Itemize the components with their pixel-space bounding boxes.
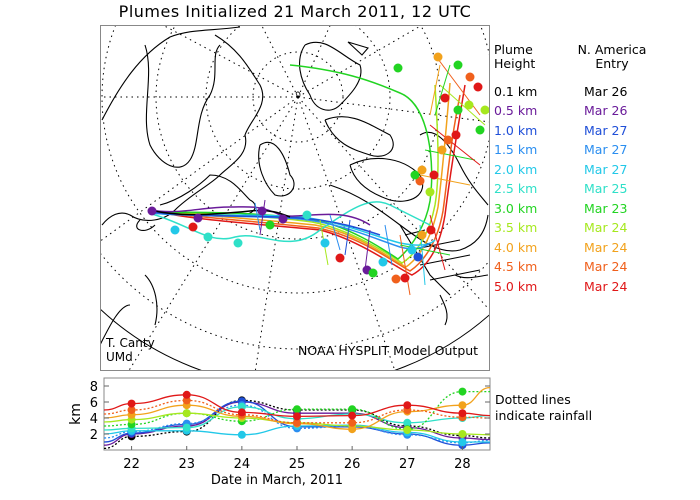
series-marker <box>458 401 467 410</box>
y-tick-label: 8 <box>90 380 98 395</box>
legend-row: 2.0 km Mar 27 <box>494 160 664 180</box>
x-tick-label: 25 <box>289 457 306 472</box>
series-marker <box>127 406 136 414</box>
series-marker <box>182 423 191 432</box>
legend-entry-date: Mar 24 <box>584 278 628 294</box>
polar-map <box>100 25 490 371</box>
series-marker <box>182 409 191 418</box>
legend-height: 4.5 km <box>494 259 538 275</box>
legend-height: 0.5 km <box>494 103 538 119</box>
series-marker <box>293 405 301 414</box>
legend-row: 0.1 km Mar 26 <box>494 82 664 102</box>
y-tick-label: 4 <box>90 412 98 427</box>
series-marker <box>348 425 357 434</box>
credit-author: T. Canty <box>106 336 155 350</box>
legend-height: 3.0 km <box>494 200 538 216</box>
legend-entry-date: Mar 24 <box>584 239 628 255</box>
y-axis-label: km <box>68 403 84 425</box>
legend: Plume Height N. America Entry 0.1 km Mar 26… <box>494 43 664 297</box>
legend-entry-date: Mar 26 <box>584 83 628 99</box>
map-frame <box>100 25 490 371</box>
legend-height: 2.5 km <box>494 181 538 197</box>
series-marker <box>237 402 246 411</box>
legend-entry-date: Mar 23 <box>584 200 628 216</box>
x-axis-label: Date in March, 2011 <box>211 473 343 488</box>
legend-col1-header-line1: Plume <box>494 42 533 57</box>
legend-height: 5.0 km <box>494 278 538 294</box>
legend-row: 2.5 km Mar 25 <box>494 180 664 200</box>
series-marker <box>458 387 467 396</box>
series-marker <box>182 390 191 399</box>
series-marker <box>348 418 357 427</box>
series-marker <box>458 430 467 438</box>
y-tick-label: 6 <box>90 396 98 411</box>
legend-height: 1.5 km <box>494 142 538 158</box>
credit-institution: UMd <box>106 350 133 364</box>
legend-entry-date: Mar 27 <box>584 161 628 177</box>
legend-col2-header-line2: Entry <box>595 56 629 71</box>
legend-entry-date: Mar 26 <box>584 103 628 119</box>
legend-height: 0.1 km <box>494 83 538 99</box>
series-marker <box>403 418 412 427</box>
spread-lines <box>254 54 486 296</box>
legend-row: 0.5 km Mar 26 <box>494 102 664 122</box>
legend-height: 2.0 km <box>494 161 538 177</box>
legend-row: 1.0 km Mar 27 <box>494 121 664 141</box>
series-marker <box>293 412 301 421</box>
series-marker <box>458 409 467 418</box>
legend-entry-date: Mar 27 <box>584 142 628 158</box>
legend-height: 4.0 km <box>494 239 538 255</box>
x-tick-label: 22 <box>123 457 140 472</box>
legend-col1-header-line2: Height <box>494 56 536 71</box>
model-source-label: NOAA HYSPLIT Model Output <box>298 343 479 358</box>
coastlines <box>101 26 489 345</box>
series-marker <box>182 396 191 405</box>
legend-height: 1.0 km <box>494 122 538 138</box>
x-tick-label: 24 <box>234 457 251 472</box>
legend-entry-date: Mar 24 <box>584 220 628 236</box>
legend-col2-header-line1: N. America <box>577 42 647 57</box>
x-tick-label: 26 <box>344 457 361 472</box>
series-marker <box>237 430 246 439</box>
legend-entry-date: Mar 27 <box>584 122 628 138</box>
x-tick-label: 27 <box>399 457 416 472</box>
legend-row: 1.5 km Mar 27 <box>494 141 664 161</box>
legend-row: 3.0 km Mar 23 <box>494 199 664 219</box>
legend-row: 4.0 km Mar 24 <box>494 238 664 258</box>
y-tick-label: 2 <box>90 428 98 443</box>
x-tick-label: 28 <box>454 457 471 472</box>
series-marker <box>458 438 467 446</box>
series-marker <box>293 418 301 427</box>
legend-entry-date: Mar 25 <box>584 181 628 197</box>
legend-row: 3.5 km Mar 24 <box>494 219 664 239</box>
series-marker <box>348 405 357 414</box>
legend-height: 3.5 km <box>494 220 538 236</box>
rainfall-note-line2: indicate rainfall <box>495 408 593 423</box>
series-marker <box>237 408 246 417</box>
series-marker <box>403 401 412 410</box>
series-marker <box>348 411 357 420</box>
series-marker <box>403 426 412 434</box>
legend-row: 5.0 km Mar 24 <box>494 277 664 297</box>
chart-title: Plumes Initialized 21 March 2011, 12 UTC <box>118 2 472 21</box>
series-marker <box>127 399 136 408</box>
legend-row: 4.5 km Mar 24 <box>494 258 664 278</box>
rainfall-note-line1: Dotted lines <box>495 392 571 407</box>
legend-entry-date: Mar 24 <box>584 259 628 275</box>
x-tick-label: 23 <box>178 457 195 472</box>
rainfall-note: Dotted lines indicate rainfall <box>495 392 592 424</box>
plume-markers <box>147 52 489 284</box>
